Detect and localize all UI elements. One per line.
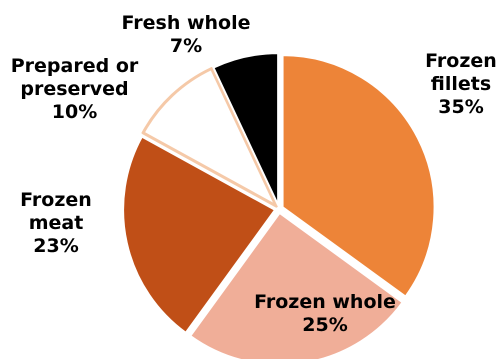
slice-value-label: 10%	[51, 101, 98, 123]
slice-label-line: Frozen	[425, 50, 497, 72]
pie-slice-frozen-whole	[189, 211, 404, 359]
slice-label-line: Prepared or	[10, 55, 139, 77]
slice-value-label: 35%	[438, 96, 484, 118]
slice-label-line: meat	[28, 212, 84, 234]
pie-slice-prepared-or-preserved	[141, 67, 278, 208]
slice-value-label: 25%	[302, 314, 348, 336]
pie-slice-frozen-fillets	[281, 54, 436, 298]
slice-label-line: fillets	[430, 73, 492, 95]
slice-label-line: Fresh whole	[121, 12, 251, 34]
slice-value-label: 7%	[169, 35, 203, 57]
pie-slice-fresh-whole	[212, 52, 280, 207]
slice-label-prepared-or-preserved: Prepared or preserved 10%	[2, 55, 147, 124]
slice-label-line: Frozen	[20, 189, 92, 211]
slice-label-frozen-fillets: Frozen fillets 35%	[418, 50, 501, 119]
slice-label-frozen-meat: Frozen meat 23%	[10, 189, 102, 258]
slice-label-line: preserved	[20, 78, 129, 100]
pie-slice-frozen-meat	[122, 135, 277, 334]
slice-value-label: 23%	[33, 235, 79, 257]
slice-label-frozen-whole: Frozen whole 25%	[250, 291, 400, 337]
slice-label-line: Frozen whole	[254, 291, 396, 313]
slice-label-fresh-whole: Fresh whole 7%	[112, 12, 260, 58]
